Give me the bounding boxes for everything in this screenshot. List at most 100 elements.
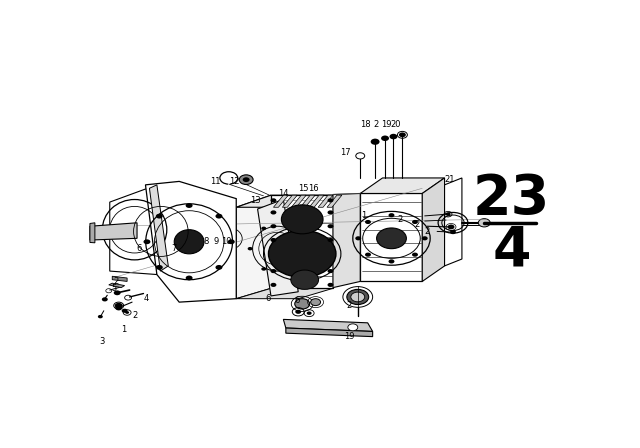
Circle shape xyxy=(115,306,122,310)
Circle shape xyxy=(248,247,253,250)
Circle shape xyxy=(365,220,371,224)
Circle shape xyxy=(295,299,310,309)
Circle shape xyxy=(122,309,127,313)
Circle shape xyxy=(156,214,163,219)
Circle shape xyxy=(186,203,193,208)
Circle shape xyxy=(271,224,276,228)
Circle shape xyxy=(289,267,294,271)
Text: 9: 9 xyxy=(214,237,219,246)
Circle shape xyxy=(282,205,323,234)
Text: 2: 2 xyxy=(398,215,403,224)
Text: 13: 13 xyxy=(250,196,260,205)
Polygon shape xyxy=(109,283,125,288)
Polygon shape xyxy=(284,319,372,332)
Polygon shape xyxy=(110,185,157,275)
Text: 1: 1 xyxy=(121,325,126,334)
Circle shape xyxy=(328,211,333,215)
Circle shape xyxy=(291,270,319,289)
Polygon shape xyxy=(257,199,298,296)
Text: 4: 4 xyxy=(492,224,531,277)
Polygon shape xyxy=(291,195,306,207)
Polygon shape xyxy=(271,195,333,289)
Polygon shape xyxy=(90,223,95,243)
Text: 6: 6 xyxy=(266,294,271,303)
Polygon shape xyxy=(300,195,315,207)
Circle shape xyxy=(371,138,380,145)
Polygon shape xyxy=(236,195,333,207)
Circle shape xyxy=(269,230,336,277)
Text: 1: 1 xyxy=(362,211,367,220)
Text: 18: 18 xyxy=(360,120,371,129)
Circle shape xyxy=(114,290,121,295)
Circle shape xyxy=(328,224,333,228)
Circle shape xyxy=(365,253,371,257)
Polygon shape xyxy=(360,194,422,281)
Circle shape xyxy=(271,238,276,242)
Text: 6: 6 xyxy=(294,296,300,305)
Circle shape xyxy=(376,228,406,249)
Polygon shape xyxy=(236,195,271,299)
Circle shape xyxy=(381,135,389,141)
Circle shape xyxy=(447,224,454,229)
Circle shape xyxy=(399,133,406,137)
Polygon shape xyxy=(273,195,289,207)
Circle shape xyxy=(302,247,307,250)
Text: 23: 23 xyxy=(473,172,550,226)
Text: 19: 19 xyxy=(344,332,355,341)
Polygon shape xyxy=(422,178,445,281)
Circle shape xyxy=(388,259,394,263)
Circle shape xyxy=(216,214,223,219)
Circle shape xyxy=(328,269,333,273)
Polygon shape xyxy=(360,178,445,194)
Polygon shape xyxy=(112,276,127,281)
Text: 8: 8 xyxy=(204,237,209,246)
Circle shape xyxy=(271,211,276,215)
Text: 12: 12 xyxy=(230,177,240,186)
Circle shape xyxy=(355,236,361,241)
Text: 6: 6 xyxy=(137,244,142,253)
Text: 21: 21 xyxy=(444,175,455,184)
Circle shape xyxy=(412,220,418,224)
Circle shape xyxy=(347,289,369,305)
Circle shape xyxy=(98,315,103,319)
Polygon shape xyxy=(318,195,333,207)
Circle shape xyxy=(125,311,129,314)
Polygon shape xyxy=(150,185,168,271)
Polygon shape xyxy=(309,195,324,207)
Circle shape xyxy=(239,175,253,185)
Text: 14: 14 xyxy=(278,189,289,198)
Text: 2: 2 xyxy=(424,227,430,236)
Text: 2: 2 xyxy=(374,120,379,129)
Circle shape xyxy=(271,283,276,287)
Circle shape xyxy=(228,239,235,244)
Circle shape xyxy=(310,299,321,306)
Circle shape xyxy=(328,238,333,242)
Text: 11: 11 xyxy=(210,177,220,186)
Polygon shape xyxy=(90,223,137,240)
Circle shape xyxy=(307,311,312,315)
Text: 7: 7 xyxy=(172,244,177,253)
Circle shape xyxy=(478,219,490,227)
Circle shape xyxy=(102,297,108,302)
Circle shape xyxy=(351,292,365,302)
Circle shape xyxy=(156,265,163,270)
Circle shape xyxy=(261,267,266,271)
Circle shape xyxy=(289,227,294,230)
Text: 20: 20 xyxy=(390,120,401,129)
Ellipse shape xyxy=(174,230,204,254)
Text: 19: 19 xyxy=(381,120,391,129)
Circle shape xyxy=(356,153,365,159)
Text: 10: 10 xyxy=(221,237,232,246)
Circle shape xyxy=(271,198,276,202)
Circle shape xyxy=(348,324,358,331)
Circle shape xyxy=(186,276,193,280)
Circle shape xyxy=(143,239,150,244)
Polygon shape xyxy=(327,195,342,207)
Circle shape xyxy=(328,198,333,202)
Circle shape xyxy=(450,230,456,234)
Text: 5: 5 xyxy=(111,284,116,293)
Circle shape xyxy=(115,303,123,308)
Circle shape xyxy=(261,227,266,230)
Circle shape xyxy=(388,213,394,217)
Circle shape xyxy=(271,269,276,273)
